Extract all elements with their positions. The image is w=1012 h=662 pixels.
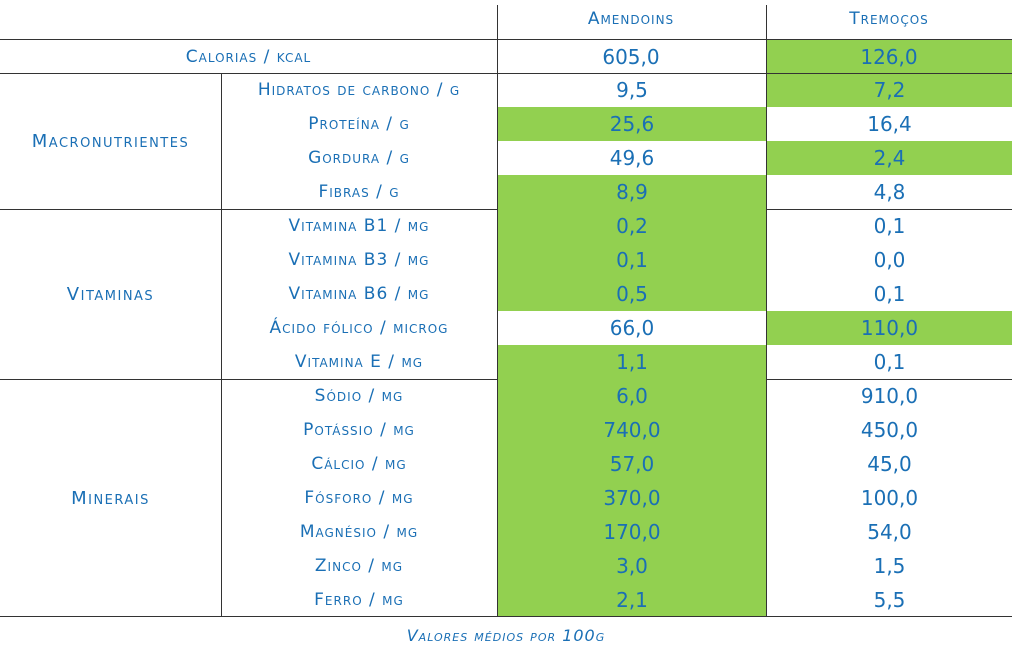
nutrient-label: Proteína / g <box>308 114 410 134</box>
amendoins-value: 0,2 <box>498 209 766 243</box>
calorias-amendoins-value: 605,0 <box>602 44 660 69</box>
column-header-tremocos: Tremoços <box>849 9 929 29</box>
calorias-tremocos-value: 126,0 <box>766 40 1012 73</box>
amendoins-value: 57,0 <box>498 447 766 481</box>
tremocos-value: 2,4 <box>767 141 1012 175</box>
nutrient-label: Vitamina B6 / mg <box>288 284 430 304</box>
amendoins-value: 25,6 <box>498 107 766 141</box>
header-divider-left <box>497 5 498 39</box>
amendoins-value: 0,1 <box>498 243 766 277</box>
nutrient-label: Ferro / mg <box>314 590 404 610</box>
tremocos-value: 0,1 <box>873 350 906 374</box>
tremocos-value: 110,0 <box>767 311 1012 345</box>
tremocos-value: 0,0 <box>873 248 906 272</box>
nutrient-label: Fibras / g <box>318 182 400 202</box>
tremocos-value: 5,5 <box>873 588 906 612</box>
calorias-rule <box>0 73 1012 74</box>
tremocos-value: 45,0 <box>867 452 912 476</box>
amendoins-value: 3,0 <box>498 549 766 583</box>
amendoins-value: 1,1 <box>498 345 766 379</box>
amendoins-value: 49,6 <box>609 146 655 170</box>
nutrient-label: Zinco / mg <box>314 556 404 576</box>
group-label-macronutrientes: Macronutrientes <box>31 130 190 152</box>
tremocos-value: 54,0 <box>867 520 912 544</box>
nutrient-label: Hidratos de carbono / g <box>257 80 461 100</box>
column-header-amendoins: Amendoins <box>587 9 675 29</box>
amendoins-value: 8,9 <box>498 175 766 209</box>
group-label-vitaminas: Vitaminas <box>66 283 155 305</box>
header-divider-right <box>766 5 767 39</box>
nutrient-label: Cálcio / mg <box>311 454 407 474</box>
amendoins-value: 0,5 <box>498 277 766 311</box>
group-label-minerais: Minerais <box>71 487 150 509</box>
nutrient-label: Vitamina B3 / mg <box>288 250 430 270</box>
tremocos-value: 0,1 <box>873 214 906 238</box>
nutrient-label: Potássio / mg <box>303 420 415 440</box>
nutrient-label: Fósforo / mg <box>304 488 414 508</box>
tremocos-value: 910,0 <box>860 384 919 408</box>
nutrient-label: Sódio / mg <box>314 386 404 406</box>
amendoins-value: 740,0 <box>498 413 766 447</box>
tremocos-value: 1,5 <box>873 554 906 578</box>
amendoins-value: 370,0 <box>498 481 766 515</box>
nutrient-label: Vitamina E / mg <box>294 352 424 372</box>
nutrient-label: Magnésio / mg <box>299 522 419 542</box>
calorias-divider <box>497 39 498 73</box>
calorias-label: Calorias / kcal <box>185 46 312 67</box>
value-divider <box>766 73 767 616</box>
group-divider <box>221 73 222 616</box>
table-bottom-rule <box>0 616 1012 617</box>
tremocos-value: 100,0 <box>860 486 919 510</box>
tremocos-value: 4,8 <box>873 180 906 204</box>
tremocos-value: 7,2 <box>767 73 1012 107</box>
amendoins-value: 6,0 <box>498 379 766 413</box>
amendoins-value: 170,0 <box>498 515 766 549</box>
calorias-divider-right <box>766 39 767 73</box>
table-footnote: Valores médios por 100g <box>406 625 606 645</box>
nutrient-label: Ácido fólico / microg <box>269 318 449 338</box>
amendoins-value: 2,1 <box>498 583 766 617</box>
tremocos-value: 0,1 <box>873 282 906 306</box>
amendoins-value: 9,5 <box>616 78 648 102</box>
nutrient-label: Gordura / g <box>308 148 410 168</box>
label-divider <box>497 73 498 616</box>
tremocos-value: 450,0 <box>860 418 919 442</box>
nutrient-label: Vitamina B1 / mg <box>288 216 430 236</box>
tremocos-value: 16,4 <box>867 112 912 136</box>
amendoins-value: 66,0 <box>609 316 655 340</box>
header-rule <box>0 39 1012 40</box>
